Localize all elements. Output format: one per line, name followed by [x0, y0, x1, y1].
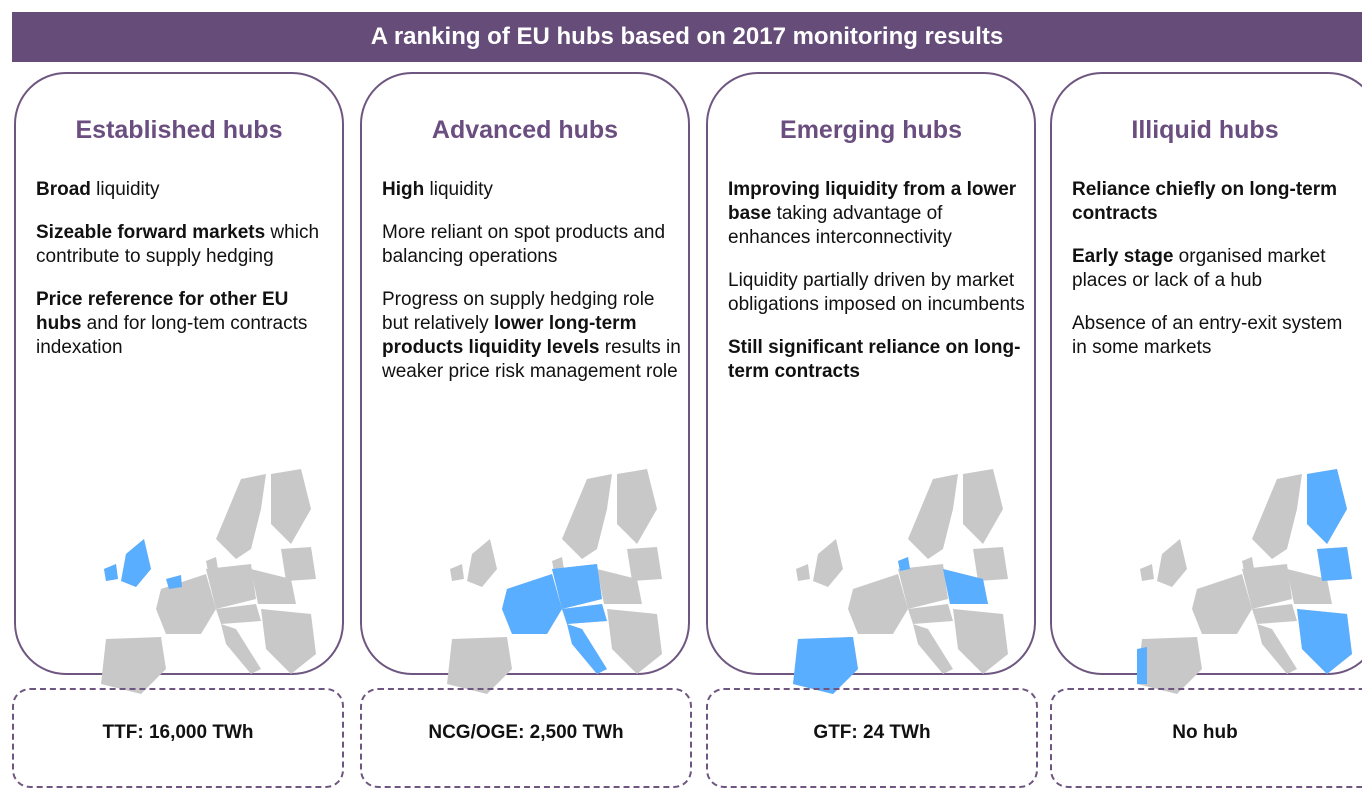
text: results in weaker price risk management … [382, 337, 681, 382]
paragraph: Still significant reliance on long-term … [728, 336, 1028, 384]
bold-text: Early stage [1072, 246, 1174, 267]
map [1137, 469, 1352, 694]
hub-card: Emerging hubs Improving liquidity from a… [706, 72, 1036, 694]
footer-box: NCG/OGE: 2,500 TWh [360, 688, 692, 788]
card-body: High liquidity More reliant on spot produ… [382, 178, 682, 403]
paragraph: Liquidity partially driven by market obl… [728, 269, 1028, 317]
card-title: Illiquid hubs [1131, 116, 1279, 144]
card-title: Emerging hubs [780, 116, 962, 144]
bold-text: High [382, 179, 425, 200]
bold-text: Reliance chiefly on long-term contracts [1072, 179, 1337, 224]
card-title: Established hubs [75, 116, 283, 144]
footer-text: TTF: 16,000 TWh [102, 722, 254, 743]
text: liquidity [424, 179, 493, 200]
paragraph: Improving liquidity from a lower base ta… [728, 178, 1028, 250]
hub-card: Advanced hubs High liquidity More reliant… [360, 72, 690, 694]
text: Liquidity partially driven by market obl… [728, 270, 1025, 315]
text: Progress on supply hedging role but rela… [382, 289, 655, 334]
hub-card: Illiquid hubs Reliance chiefly on long-t… [1050, 72, 1362, 694]
footer-box: No hub [1050, 688, 1362, 788]
text: More reliant on spot products and balanc… [382, 222, 666, 267]
bold-text: lower long-term products liquidity level… [382, 313, 637, 358]
bold-text: Price reference for other EU hubs [36, 289, 289, 334]
footer-text: GTF: 24 TWh [813, 722, 931, 743]
bold-text: Still significant reliance on long-term … [728, 337, 1021, 382]
header-title: A ranking of EU hubs based on 2017 monit… [12, 12, 1362, 62]
text: organised market places or lack of a hub [1072, 246, 1326, 291]
text: taking advantage of enhances interconnec… [728, 203, 952, 248]
map [447, 469, 662, 694]
footer-box: TTF: 16,000 TWh [12, 688, 344, 788]
card-body: Reliance chiefly on long-term contracts E… [1072, 178, 1362, 379]
footer-box: GTF: 24 TWh [706, 688, 1038, 788]
card-body: Broad liquidity Sizeable forward markets … [36, 178, 336, 379]
paragraph: Progress on supply hedging role but rela… [382, 288, 682, 384]
text: Absence of an entry-exit system in some … [1072, 313, 1343, 358]
text: which contribute to supply hedging [36, 222, 320, 267]
paragraph: High liquidity [382, 178, 682, 202]
paragraph: Absence of an entry-exit system in some … [1072, 312, 1362, 360]
hub-card: Established hubs Broad liquidity Sizeable… [14, 72, 344, 694]
footer-text: NCG/OGE: 2,500 TWh [428, 722, 624, 743]
card-body: Improving liquidity from a lower base ta… [728, 178, 1028, 403]
map [793, 469, 1008, 694]
bold-text: Broad [36, 179, 91, 200]
paragraph: Reliance chiefly on long-term contracts [1072, 178, 1362, 226]
footer-text: No hub [1172, 722, 1238, 743]
text: liquidity [90, 179, 160, 200]
paragraph: Sizeable forward markets which contribut… [36, 221, 336, 269]
paragraph: More reliant on spot products and balanc… [382, 221, 682, 269]
page: A ranking of EU hubs based on 2017 monit… [12, 12, 1362, 788]
paragraph: Price reference for other EU hubs and fo… [36, 288, 336, 360]
card-title: Advanced hubs [431, 116, 619, 144]
bold-text: Sizeable forward markets [36, 222, 266, 243]
map [101, 469, 316, 694]
text: and for long-tem contracts indexation [36, 313, 308, 358]
paragraph: Early stage organised market places or l… [1072, 245, 1362, 293]
bold-text: Improving liquidity from a lower base [728, 179, 1017, 224]
paragraph: Broad liquidity [36, 178, 336, 202]
